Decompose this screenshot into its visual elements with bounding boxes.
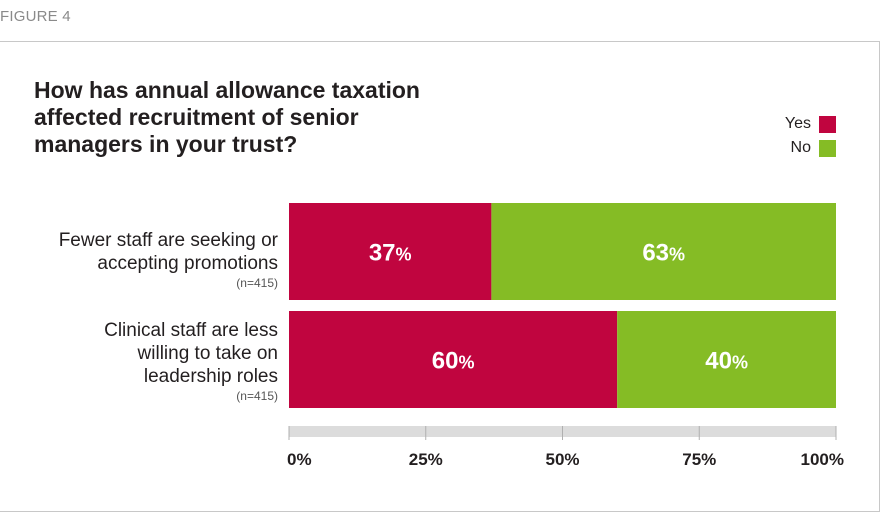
x-tick-label-100: 100%	[801, 450, 844, 469]
legend-label-no: No	[790, 139, 811, 156]
bar-no-row-1	[491, 203, 836, 300]
legend-label-yes: Yes	[784, 115, 811, 132]
value-label-no-row-1: 63%	[642, 240, 685, 267]
value-label-yes-row-1: 37%	[369, 240, 412, 267]
chart-frame	[0, 41, 880, 512]
legend: Yes No	[785, 112, 836, 160]
x-tick-label-0: 0%	[287, 450, 312, 469]
figure-label: FIGURE 4	[0, 8, 71, 25]
category-label-2-n: (n=415)	[236, 389, 278, 403]
category-label-1-text: Fewer staff are seeking or accepting pro…	[58, 230, 278, 274]
legend-swatch-no	[819, 139, 836, 157]
x-tick-label-75: 75%	[682, 450, 716, 469]
bar-no-row-2	[617, 311, 836, 408]
category-label-2-text: Clinical staff are less willing to take …	[104, 320, 278, 387]
category-label-2: Clinical staff are less willing to take …	[58, 319, 278, 404]
bar-yes-row-2	[289, 311, 618, 408]
legend-item-no: No	[785, 136, 836, 160]
legend-item-yes: Yes	[785, 112, 836, 136]
category-label-1: Fewer staff are seeking or accepting pro…	[18, 229, 278, 291]
legend-swatch-yes	[819, 115, 836, 133]
x-tick-label-50: 50%	[545, 450, 579, 469]
value-label-no-row-2: 40%	[705, 348, 748, 375]
bar-yes-row-1	[289, 203, 492, 300]
x-tick-label-25: 25%	[409, 450, 443, 469]
chart-title: How has annual allowance taxation affect…	[34, 77, 420, 157]
category-label-1-n: (n=415)	[236, 276, 278, 290]
value-label-yes-row-2: 60%	[432, 348, 475, 375]
